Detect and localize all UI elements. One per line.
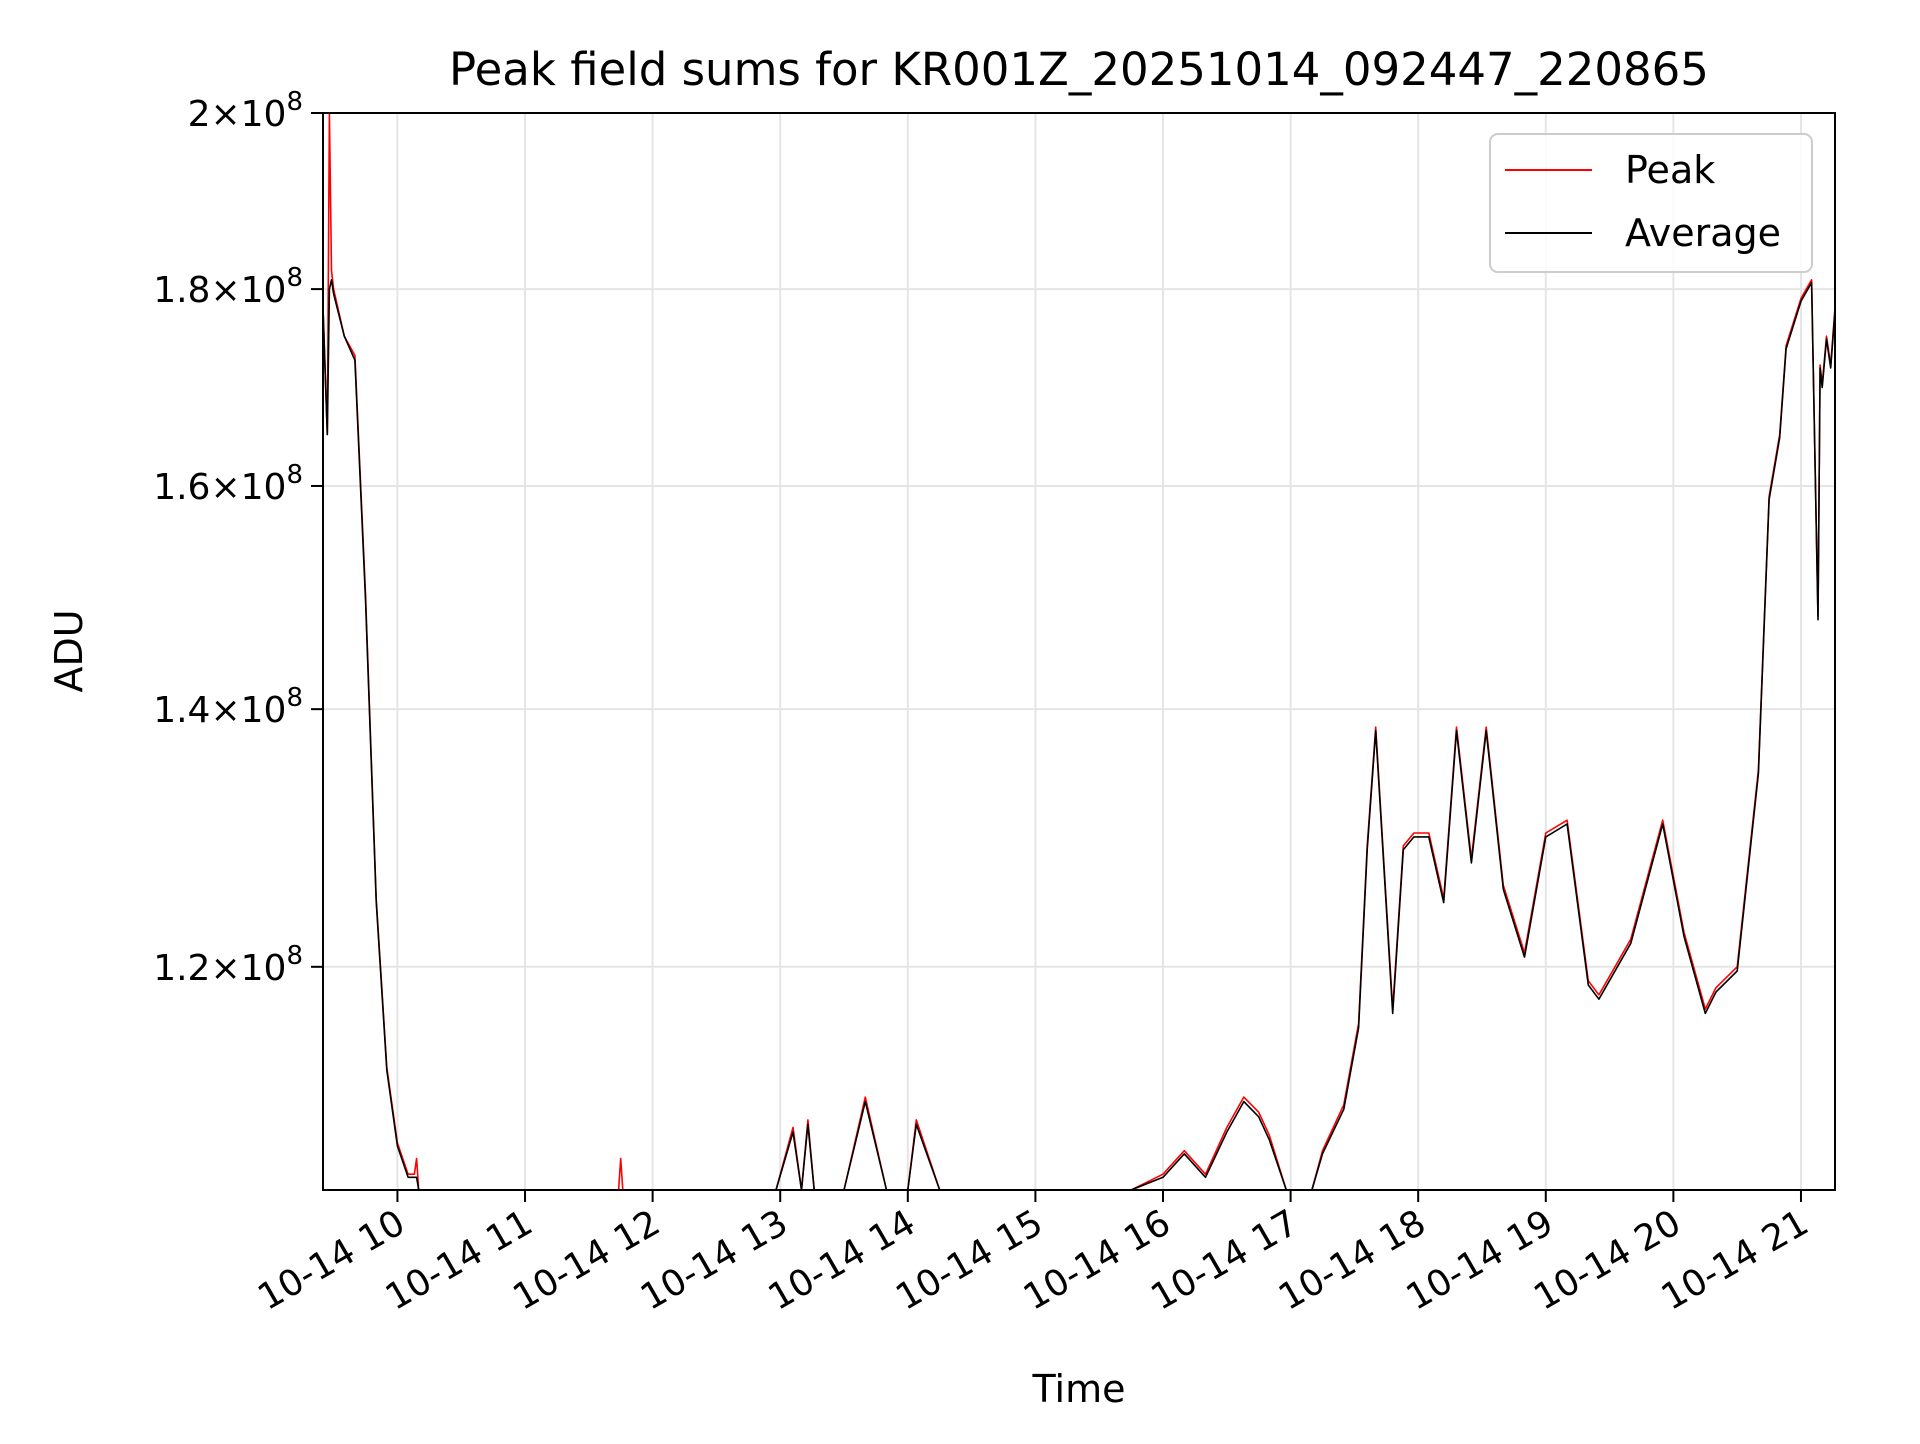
y-tick-mantissa: 1.8: [153, 270, 210, 311]
y-tick-label: 2×108: [188, 87, 303, 135]
legend-average-label: Average: [1625, 211, 1781, 255]
y-tick-mantissa: 2: [188, 94, 211, 135]
y-tick-exponent: 8: [286, 87, 303, 117]
y-tick-base: ×10: [210, 94, 286, 135]
y-tick-label: 1.4×108: [153, 683, 303, 731]
y-axis-label: ADU: [47, 609, 91, 692]
y-tick-base: ×10: [210, 690, 286, 731]
x-axis-label: Time: [1032, 1367, 1126, 1411]
legend: Peak Average: [1489, 133, 1813, 273]
y-tick-base: ×10: [210, 270, 286, 311]
y-tick-mantissa: 1.2: [153, 948, 210, 989]
y-tick-mantissa: 1.6: [153, 467, 210, 508]
y-tick-exponent: 8: [286, 941, 303, 971]
y-tick-label: 1.6×108: [153, 460, 303, 508]
y-tick-base: ×10: [210, 467, 286, 508]
y-tick-label: 1.2×108: [153, 941, 303, 989]
y-tick-exponent: 8: [286, 263, 303, 293]
y-tick-base: ×10: [210, 948, 286, 989]
y-tick-exponent: 8: [286, 683, 303, 713]
legend-peak-label: Peak: [1625, 148, 1715, 192]
grid: [323, 113, 1835, 1190]
y-tick-label: 1.8×108: [153, 263, 303, 311]
chart-title: Peak field sums for KR001Z_20251014_0924…: [449, 43, 1709, 96]
plot-frame: [322, 112, 1836, 1191]
y-tick-mantissa: 1.4: [153, 690, 210, 731]
legend-box: [1489, 133, 1813, 273]
y-tick-exponent: 8: [286, 460, 303, 490]
